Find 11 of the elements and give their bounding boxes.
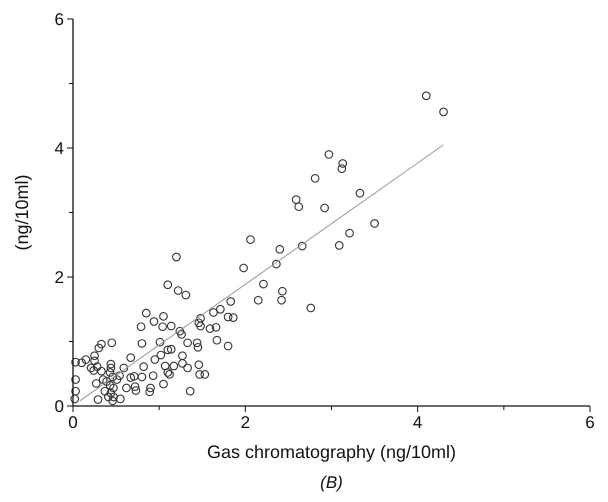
x-tick-label: 6 [585, 413, 595, 432]
y-axis-title: (ng/10ml) [12, 174, 32, 251]
y-tick-label: 4 [54, 139, 64, 158]
x-axis-title: Gas chromatography (ng/10ml) [206, 442, 456, 462]
y-tick-label: 6 [54, 10, 64, 29]
text: (B) [320, 473, 343, 492]
y-tick-label: 0 [54, 397, 64, 416]
x-tick-label: 2 [240, 413, 250, 432]
y-tick-label: 2 [54, 268, 64, 287]
x-tick-label: 0 [68, 413, 78, 432]
x-tick-label: 4 [412, 413, 422, 432]
